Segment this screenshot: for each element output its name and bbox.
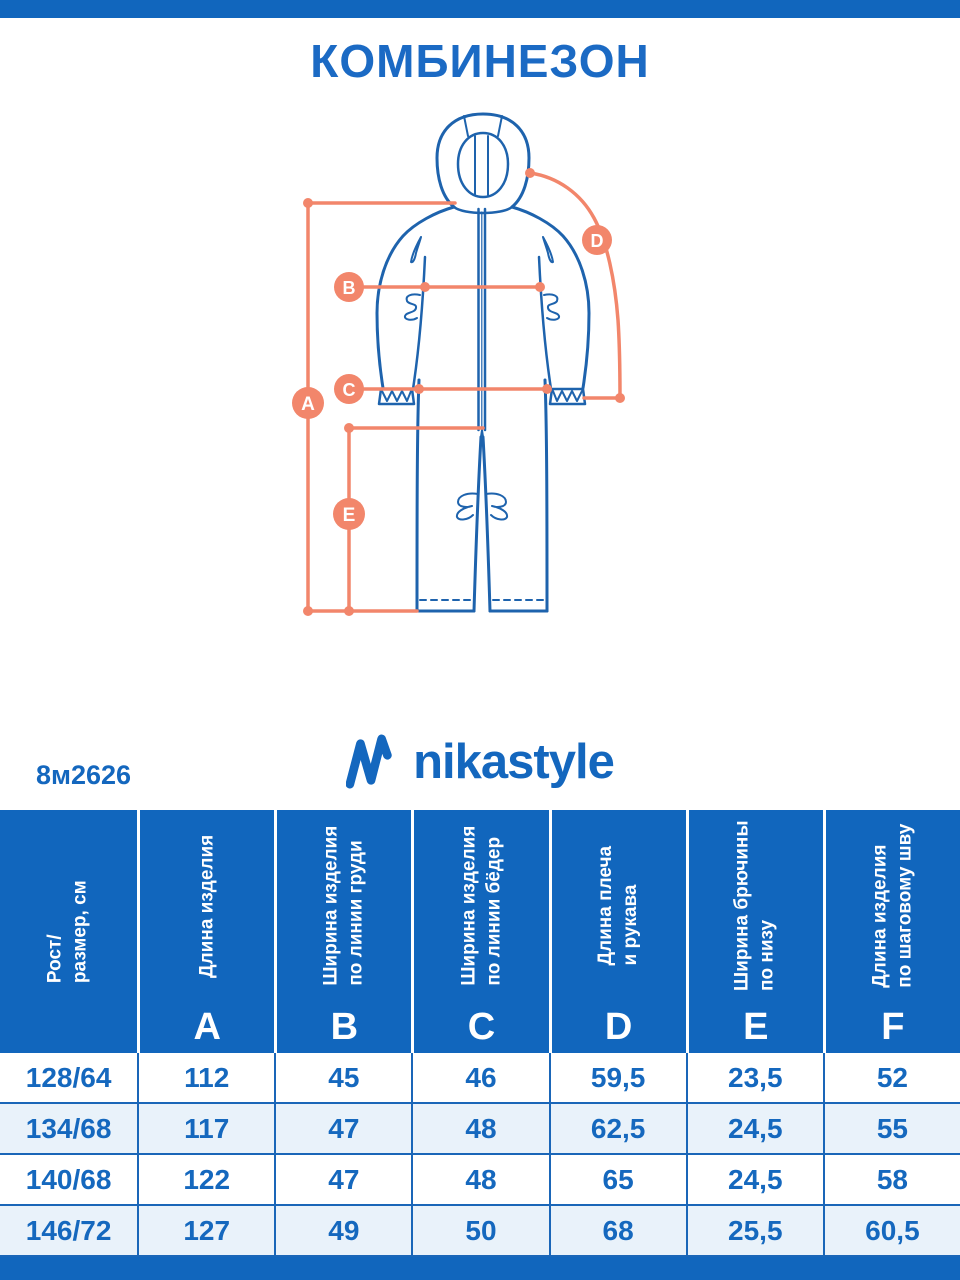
table-cell: 58 (822, 1155, 960, 1204)
size-cell: 128/64 (25, 1061, 112, 1093)
table-cell: 59,5 (548, 1053, 686, 1102)
table-cell: 49 (274, 1206, 411, 1255)
measure-line-d (528, 171, 622, 400)
size-header-line1: Рост/ (44, 934, 66, 983)
table-cell: 45 (274, 1053, 411, 1102)
table-cell: 24,5 (685, 1104, 823, 1153)
table-row: 140/68 122 47 48 65 24,5 58 (0, 1155, 960, 1206)
brand-logo-text: nikastyle (413, 734, 615, 789)
size-header-line2: размер, см (69, 880, 91, 983)
column-letter-b: B (330, 1006, 359, 1048)
product-code: 8м2626 (36, 760, 132, 790)
column-header-b: Ширина изделия по линии груди B (274, 810, 411, 1053)
column-label: по линии груди (345, 840, 367, 986)
marker-a-letter: A (301, 394, 315, 415)
table-cell: 60,5 (822, 1206, 960, 1255)
measurement-dots (303, 168, 625, 616)
nikastyle-logo-icon (346, 734, 392, 789)
column-letter-f: F (881, 1006, 905, 1048)
measurement-markers: A B C D E (292, 225, 612, 530)
jumpsuit-measurement-diagram: A B C D E (292, 112, 625, 616)
column-label: Ширина изделия (457, 826, 479, 986)
column-label: по линии бёдер (482, 837, 504, 986)
table-cell: 117 (137, 1104, 274, 1153)
column-label: Ширина изделия (320, 826, 342, 986)
marker-c-circle (334, 374, 364, 404)
table-cell: 46 (411, 1053, 548, 1102)
marker-e-letter: E (343, 505, 356, 526)
brand-logo: nikastyle (0, 726, 960, 798)
table-row: 128/64 112 45 46 59,5 23,5 52 (0, 1053, 960, 1104)
table-cell: 47 (274, 1155, 411, 1204)
table-cell: 52 (822, 1053, 960, 1102)
table-cell: 47 (274, 1104, 411, 1153)
measure-line-a (306, 201, 457, 613)
marker-b-circle (334, 272, 364, 302)
table-row: 134/68 117 47 48 62,5 24,5 55 (0, 1104, 960, 1155)
size-cell: 140/68 (25, 1163, 112, 1195)
table-header-row: Рост/ размер, см Длина изделия A Ширина … (0, 810, 960, 1053)
column-label: Длина плеча (594, 846, 616, 966)
marker-e-circle (333, 498, 365, 530)
column-label: Ширина брючины (732, 820, 754, 992)
column-label: Длина изделия (869, 844, 891, 989)
column-header-size: Рост/ размер, см (0, 810, 137, 1053)
table-cell: 48 (411, 1104, 548, 1153)
table-cell: 127 (137, 1206, 274, 1255)
page-title: КОМБИНЕЗОН (310, 35, 650, 87)
table-row: 146/72 127 49 50 68 25,5 60,5 (0, 1206, 960, 1257)
column-letter-a: A (193, 1006, 221, 1048)
marker-d-circle (582, 225, 612, 255)
table-cell: 122 (137, 1155, 274, 1204)
marker-c-letter: C (343, 380, 356, 400)
table-cell: 112 (137, 1053, 274, 1102)
column-header-d: Длина плеча и рукава D (548, 810, 686, 1053)
table-cell: 23,5 (685, 1053, 823, 1102)
column-header-f: Длина изделия по шаговому шву F (822, 810, 960, 1053)
table-cell: 68 (548, 1206, 686, 1255)
jumpsuit-outline (375, 112, 591, 613)
table-cell: 48 (411, 1155, 548, 1204)
column-label: Длина изделия (195, 834, 217, 978)
table-cell: 62,5 (548, 1104, 686, 1153)
column-letter-c: C (467, 1006, 496, 1048)
column-header-e: Ширина брючины по низу E (685, 810, 823, 1053)
table-cell: 50 (411, 1206, 548, 1255)
marker-a-circle (292, 387, 324, 419)
column-letter-d: D (604, 1006, 633, 1048)
column-label: и рукава (619, 884, 641, 966)
column-header-a: Длина изделия A (137, 810, 274, 1053)
size-cell: 134/68 (25, 1112, 112, 1144)
marker-b-letter: B (343, 278, 356, 298)
column-letter-e: E (743, 1006, 769, 1048)
column-label: по низу (756, 920, 778, 992)
size-cell: 146/72 (25, 1214, 112, 1246)
bottom-accent-bar (0, 1257, 960, 1280)
table-cell: 25,5 (685, 1206, 823, 1255)
table-cell: 24,5 (685, 1155, 823, 1204)
size-table: Рост/ размер, см Длина изделия A Ширина … (0, 810, 960, 1257)
marker-d-letter: D (591, 231, 604, 251)
column-header-c: Ширина изделия по линии бёдер C (411, 810, 548, 1053)
table-cell: 65 (548, 1155, 686, 1204)
top-accent-bar (0, 0, 960, 18)
column-label: по шаговому шву (893, 823, 915, 989)
table-cell: 55 (822, 1104, 960, 1153)
